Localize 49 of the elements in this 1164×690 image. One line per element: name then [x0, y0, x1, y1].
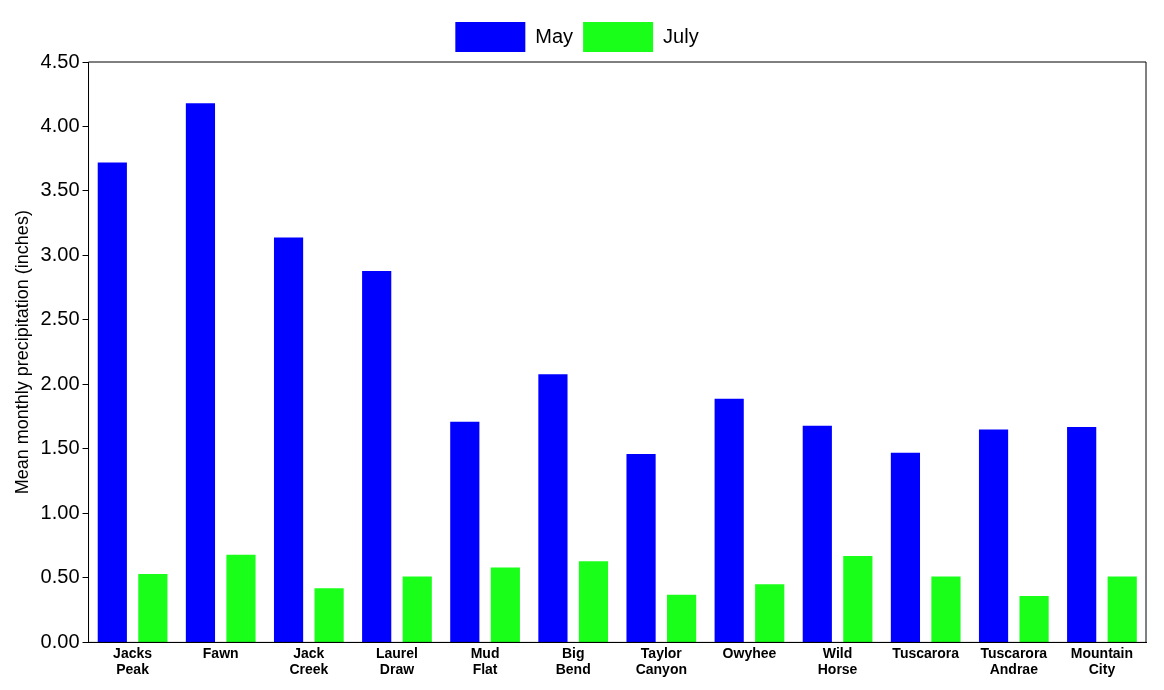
bar [97, 162, 127, 642]
y-tick-label: 3.00 [40, 242, 80, 265]
x-tick-label: Tuscarora [892, 644, 960, 661]
legend-label: May [535, 24, 574, 47]
x-tick-label: Owyhee [722, 644, 777, 661]
y-tick-label: 2.00 [40, 371, 80, 394]
y-tick-label: 2.50 [40, 307, 80, 330]
bar [714, 398, 744, 642]
bar [667, 594, 697, 642]
x-tick-label: Big Bend [555, 644, 591, 678]
x-tick-label: Fawn [202, 644, 239, 661]
y-tick-label: 3.50 [40, 178, 80, 201]
x-tick-label: Jack Creek [289, 644, 329, 678]
y-tick-label: 4.50 [40, 49, 80, 72]
bar [755, 584, 785, 642]
bar [314, 588, 344, 642]
bar [490, 567, 520, 642]
y-tick-label: 1.50 [40, 436, 80, 459]
bar [402, 576, 432, 642]
bar [626, 454, 656, 642]
bar [226, 554, 256, 642]
x-tick-label: Tuscarora Andrae [980, 644, 1048, 678]
bar [1107, 576, 1137, 642]
bar [1067, 427, 1097, 642]
bar [185, 103, 216, 642]
y-tick-label: 1.00 [40, 500, 80, 523]
bar [1019, 595, 1049, 642]
bar [578, 561, 609, 642]
bar [843, 555, 873, 642]
bar [450, 421, 480, 642]
y-tick-label: 0.00 [40, 629, 80, 652]
x-tick-label: Jacks Peak [113, 644, 153, 678]
y-tick-label: 0.50 [40, 565, 80, 588]
x-tick-label: Mountain City [1070, 644, 1134, 678]
bar [362, 270, 392, 642]
x-tick-label: Laurel Draw [375, 644, 418, 678]
x-tick-label: Taylor Canyon [635, 644, 687, 678]
bar [273, 237, 304, 642]
y-axis-title: Mean monthly precipitation (inches) [11, 210, 32, 495]
bar [138, 574, 168, 642]
bar [890, 452, 921, 642]
legend-label: July [663, 24, 699, 47]
bar [978, 429, 1009, 642]
y-tick-label: 4.00 [40, 114, 80, 136]
bar [931, 576, 961, 642]
x-tick-label: Wild Horse [817, 644, 858, 678]
x-tick-label: Mud Flat [470, 644, 500, 678]
bar [802, 425, 832, 642]
bar [538, 374, 568, 642]
